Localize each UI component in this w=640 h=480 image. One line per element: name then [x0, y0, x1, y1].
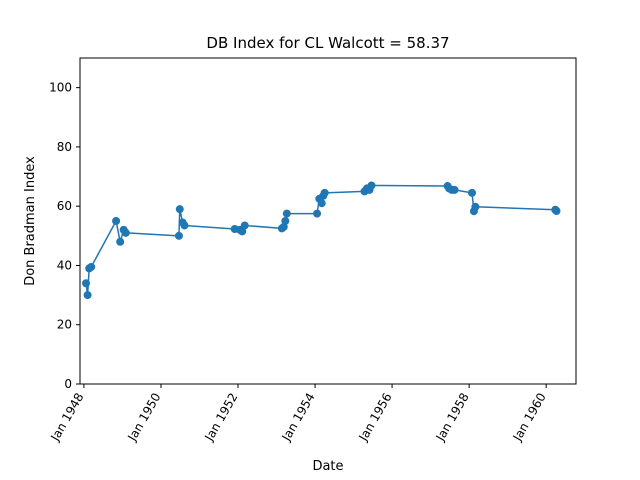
data-point: [317, 199, 326, 208]
chart-title: DB Index for CL Walcott = 58.37: [206, 34, 449, 52]
y-tick-label: 40: [57, 258, 72, 272]
data-point: [468, 188, 477, 197]
x-axis-label: Date: [312, 459, 343, 474]
data-point: [240, 221, 249, 230]
data-point: [471, 202, 480, 211]
data-point: [281, 217, 290, 225]
data-point: [313, 209, 322, 218]
data-point: [87, 262, 96, 271]
data-point: [552, 207, 561, 216]
data-point: [83, 291, 92, 300]
data-point: [175, 205, 184, 214]
y-tick-label: 20: [57, 318, 72, 332]
data-point: [121, 228, 130, 237]
y-axis-label: Don Bradman Index: [23, 156, 38, 286]
series-layer: [82, 181, 561, 300]
y-tick-label: 100: [49, 81, 72, 95]
y-tick-label: 80: [57, 140, 72, 154]
data-point: [282, 209, 291, 218]
data-point: [450, 185, 459, 194]
data-point: [174, 231, 183, 240]
y-tick-label: 0: [64, 377, 72, 391]
data-point: [112, 217, 121, 225]
data-point: [320, 188, 329, 197]
axes-frame: [79, 57, 577, 385]
plot-area: [79, 57, 577, 385]
y-tick-label: 60: [57, 199, 72, 213]
data-point: [180, 221, 189, 230]
data-point: [82, 279, 91, 288]
y-axis: 0 20 40 60 80 100: [49, 81, 80, 391]
data-point: [116, 237, 125, 246]
data-point: [367, 181, 376, 190]
